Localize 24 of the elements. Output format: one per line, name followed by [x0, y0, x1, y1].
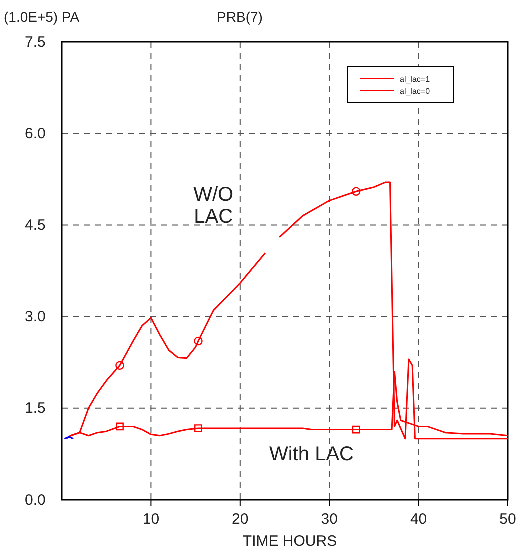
y-tick-label: 0.0 [25, 492, 46, 509]
point [116, 422, 124, 431]
x-tick-label: 30 [321, 511, 338, 528]
y-tick-label: 4.5 [25, 217, 46, 234]
point [194, 424, 202, 433]
y-tick-label: 6.0 [25, 125, 46, 142]
y-tick-label: 1.5 [25, 400, 46, 418]
annotation: W/O LAC [194, 184, 234, 228]
point [194, 336, 203, 346]
x-tick-label: 40 [410, 511, 428, 528]
annotation: With LAC [270, 443, 354, 466]
point [352, 187, 361, 196]
x-tick-label: 50 [500, 511, 516, 528]
legend-label: al_lac=1 [400, 75, 431, 84]
chart-title: PRB(7) [217, 9, 263, 25]
legend-label: al_lac=0 [400, 87, 431, 96]
y-axis-title: (1.0E+5) PA [4, 9, 80, 25]
y-tick-label: 3.0 [25, 308, 46, 326]
x-axis-title: TIME HOURS [242, 533, 338, 550]
point [352, 426, 360, 434]
x-tick-label: 10 [142, 511, 160, 528]
y-tick-label: 7.5 [25, 34, 46, 51]
x-tick-label: 20 [232, 511, 249, 528]
point [116, 361, 124, 370]
